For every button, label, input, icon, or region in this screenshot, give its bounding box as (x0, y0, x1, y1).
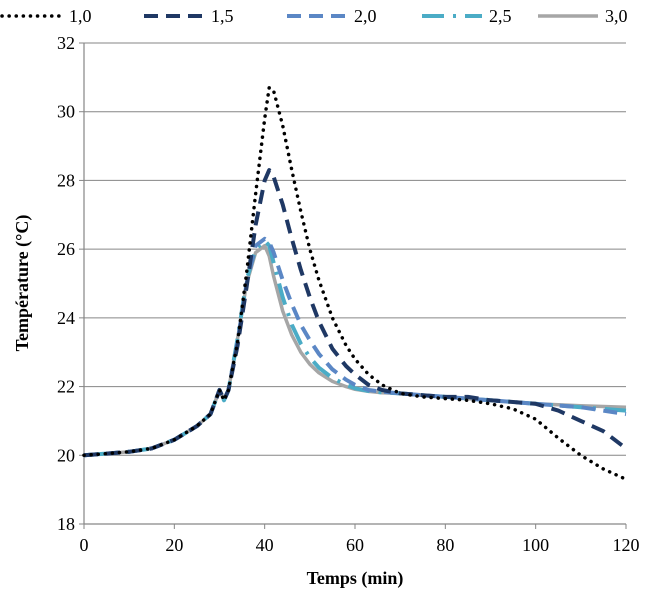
y-tick-label: 30 (57, 102, 75, 122)
series-line-2-0 (83, 236, 627, 458)
legend-label-3-0: 3,0 (605, 6, 628, 26)
series-line-3-0 (83, 243, 627, 458)
x-axis-title: Temps (min) (307, 568, 404, 589)
legend: 1,0 1,5 2,0 2,5 3,0 (0, 6, 628, 26)
x-tick-label: 120 (613, 535, 640, 555)
y-axis-title: Température (°C) (12, 215, 33, 352)
y-tick-label: 28 (57, 170, 75, 190)
x-tick-label: 60 (346, 535, 364, 555)
y-tick-labels: 18 20 22 24 26 28 30 32 (57, 33, 75, 534)
legend-label-1-0: 1,0 (69, 6, 92, 26)
x-tick-label: 0 (80, 535, 89, 555)
x-tick-label: 100 (522, 535, 549, 555)
grid-lines (84, 42, 626, 456)
legend-label-1-5: 1,5 (211, 6, 234, 26)
x-tick-label: 40 (256, 535, 274, 555)
x-tick-label: 20 (165, 535, 183, 555)
series-line-1-5 (83, 168, 628, 458)
y-tick-label: 20 (57, 445, 75, 465)
x-tick-label: 80 (436, 535, 454, 555)
x-tick-labels: 0 20 40 60 80 100 120 (80, 535, 640, 555)
axes (79, 42, 627, 529)
y-tick-label: 32 (57, 33, 75, 53)
series-line-2-5 (83, 238, 627, 458)
legend-label-2-5: 2,5 (489, 6, 512, 26)
y-tick-label: 18 (57, 514, 75, 534)
y-tick-label: 24 (57, 308, 75, 328)
series-lines (82, 85, 628, 482)
legend-label-2-0: 2,0 (354, 6, 377, 26)
y-tick-label: 22 (57, 377, 75, 397)
y-tick-label: 26 (57, 239, 75, 259)
series-line-1-0 (82, 85, 628, 482)
